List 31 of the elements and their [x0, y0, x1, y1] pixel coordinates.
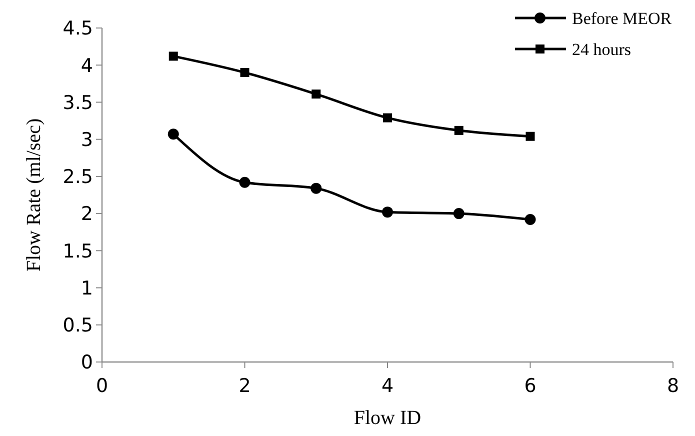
y-tick-label: 0.5 [62, 314, 93, 337]
y-tick-label: 4 [80, 54, 93, 77]
point [383, 113, 392, 122]
x-tick-label: 2 [238, 375, 251, 397]
legend-label: Before MEOR [572, 8, 672, 28]
x-tick-label: 0 [96, 375, 108, 397]
y-tick-label: 1.5 [62, 240, 93, 262]
point [239, 176, 250, 188]
point [453, 208, 464, 220]
point [312, 90, 321, 99]
point [168, 128, 179, 140]
x-tick-label: 6 [524, 375, 536, 397]
y-tick-label: 3 [80, 128, 93, 151]
y-axis-title: Flow Rate (ml/sec) [23, 118, 45, 272]
point [168, 52, 178, 61]
y-tick-label: 3.5 [62, 92, 93, 114]
point [526, 132, 535, 141]
point [240, 68, 250, 78]
x-axis-title: Flow ID [354, 407, 422, 429]
y-tick-label: 0 [80, 352, 93, 374]
y-tick-label: 4.5 [62, 18, 93, 40]
y-tick-label: 2.5 [62, 166, 93, 188]
x-tick-label: 4 [381, 375, 394, 397]
legend-label: 24 hours [572, 40, 632, 59]
point [454, 126, 464, 135]
point [524, 214, 536, 225]
point [382, 206, 393, 218]
x-tick-label: 8 [666, 375, 680, 397]
point [310, 182, 322, 194]
y-tick-label: 1 [80, 277, 93, 300]
y-tick-label: 2 [80, 203, 93, 226]
